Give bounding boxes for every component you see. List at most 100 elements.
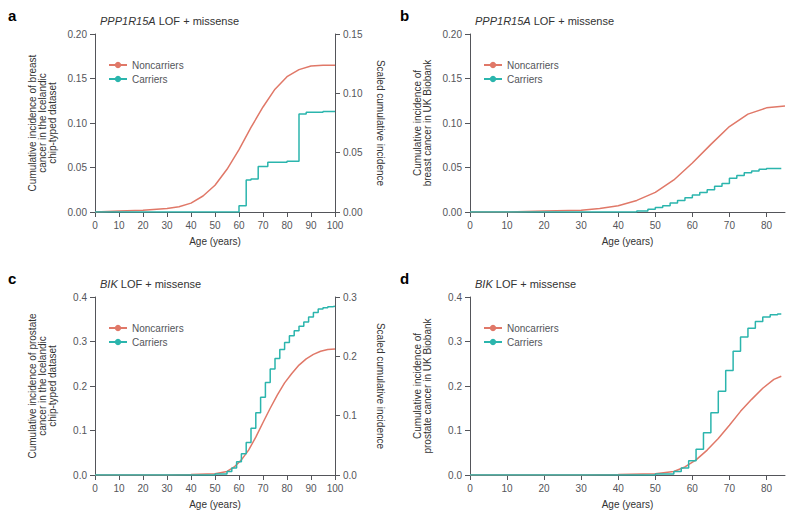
svg-text:0.2: 0.2: [448, 381, 462, 392]
svg-text:BIK: BIK: [100, 278, 118, 290]
svg-text:50: 50: [650, 220, 662, 231]
svg-text:0.00: 0.00: [443, 207, 463, 218]
svg-text:Noncarriers: Noncarriers: [132, 60, 184, 71]
svg-text:60: 60: [233, 220, 245, 231]
svg-text:0.15: 0.15: [68, 73, 88, 84]
svg-text:Scaled cumulative incidence: Scaled cumulative incidence: [375, 60, 386, 187]
svg-text:10: 10: [113, 483, 125, 494]
svg-text:20: 20: [539, 220, 551, 231]
svg-text:50: 50: [650, 483, 662, 494]
svg-text:0: 0: [92, 483, 98, 494]
svg-text:0.2: 0.2: [73, 381, 87, 392]
svg-text:0.1: 0.1: [343, 410, 357, 421]
svg-text:70: 70: [257, 220, 269, 231]
svg-text:0.10: 0.10: [443, 118, 463, 129]
svg-text:b: b: [400, 7, 409, 24]
svg-text:Carriers: Carriers: [132, 74, 168, 85]
svg-text:Scaled cumulative incidence: Scaled cumulative incidence: [375, 323, 386, 450]
svg-text:0.0: 0.0: [448, 470, 462, 481]
svg-text:prostate cancer in UK Biobank: prostate cancer in UK Biobank: [422, 317, 433, 453]
svg-text:60: 60: [687, 483, 699, 494]
svg-text:Age (years): Age (years): [189, 236, 241, 247]
svg-text:20: 20: [137, 220, 149, 231]
svg-text:0.0: 0.0: [343, 470, 357, 481]
svg-text:80: 80: [761, 220, 773, 231]
svg-text:30: 30: [161, 220, 173, 231]
svg-text:0.20: 0.20: [68, 29, 88, 40]
svg-text:80: 80: [761, 483, 773, 494]
svg-text:70: 70: [724, 220, 736, 231]
svg-text:Carriers: Carriers: [507, 337, 543, 348]
svg-text:Cumulative incidence of breast: Cumulative incidence of breast: [26, 54, 38, 192]
svg-text:0.05: 0.05: [443, 162, 463, 173]
svg-text:0.10: 0.10: [68, 118, 88, 129]
svg-text:Carriers: Carriers: [132, 337, 168, 348]
svg-text:0.1: 0.1: [73, 425, 87, 436]
svg-text:Age (years): Age (years): [602, 499, 654, 510]
svg-text:PPP1R15A: PPP1R15A: [475, 15, 531, 27]
svg-text:PPP1R15A: PPP1R15A: [100, 15, 156, 27]
svg-text:0.05: 0.05: [68, 162, 88, 173]
svg-text:50: 50: [209, 220, 221, 231]
svg-text:0.2: 0.2: [343, 351, 357, 362]
svg-text:0.0: 0.0: [73, 470, 87, 481]
svg-text:LOF + missense: LOF + missense: [156, 15, 239, 27]
svg-text:40: 40: [613, 483, 625, 494]
svg-text:50: 50: [209, 483, 221, 494]
svg-text:80: 80: [281, 220, 293, 231]
svg-text:chip-typed dataset: chip-typed dataset: [47, 345, 58, 427]
svg-text:0: 0: [92, 220, 98, 231]
svg-text:chip-typed dataset: chip-typed dataset: [47, 82, 58, 164]
svg-text:30: 30: [576, 483, 588, 494]
svg-text:30: 30: [161, 483, 173, 494]
svg-text:0.00: 0.00: [343, 207, 363, 218]
svg-text:100: 100: [327, 220, 344, 231]
svg-text:40: 40: [613, 220, 625, 231]
svg-text:a: a: [8, 7, 17, 24]
svg-text:30: 30: [576, 220, 588, 231]
svg-text:0.1: 0.1: [448, 425, 462, 436]
svg-text:100: 100: [327, 483, 344, 494]
svg-text:0.15: 0.15: [343, 29, 363, 40]
svg-text:0: 0: [467, 483, 473, 494]
svg-text:0.05: 0.05: [343, 147, 363, 158]
svg-text:0: 0: [467, 220, 473, 231]
svg-text:70: 70: [257, 483, 269, 494]
svg-text:60: 60: [687, 220, 699, 231]
svg-text:Noncarriers: Noncarriers: [507, 60, 559, 71]
svg-text:0.4: 0.4: [73, 292, 87, 303]
svg-text:70: 70: [724, 483, 736, 494]
svg-text:0.4: 0.4: [448, 292, 462, 303]
svg-text:90: 90: [305, 483, 317, 494]
svg-text:Carriers: Carriers: [507, 74, 543, 85]
svg-text:10: 10: [501, 483, 513, 494]
svg-text:40: 40: [185, 220, 197, 231]
svg-text:90: 90: [305, 220, 317, 231]
svg-text:breast cancer in UK Biobank: breast cancer in UK Biobank: [422, 59, 433, 187]
svg-text:0.20: 0.20: [443, 29, 463, 40]
svg-text:Age (years): Age (years): [189, 499, 241, 510]
svg-text:d: d: [400, 270, 409, 287]
svg-text:20: 20: [539, 483, 551, 494]
svg-text:0.3: 0.3: [73, 336, 87, 347]
svg-text:cancer in the Icelandic: cancer in the Icelandic: [36, 73, 48, 173]
svg-text:0.3: 0.3: [448, 336, 462, 347]
svg-text:LOF + missense: LOF + missense: [118, 278, 201, 290]
svg-text:10: 10: [501, 220, 513, 231]
svg-text:BIK: BIK: [475, 278, 493, 290]
svg-text:Noncarriers: Noncarriers: [132, 323, 184, 334]
svg-text:0.15: 0.15: [443, 73, 463, 84]
svg-text:LOF + missense: LOF + missense: [531, 15, 614, 27]
svg-text:10: 10: [113, 220, 125, 231]
svg-text:0.3: 0.3: [343, 292, 357, 303]
svg-text:40: 40: [185, 483, 197, 494]
svg-text:0.10: 0.10: [343, 88, 363, 99]
svg-text:c: c: [8, 270, 16, 287]
svg-text:Age (years): Age (years): [602, 236, 654, 247]
svg-text:Noncarriers: Noncarriers: [507, 323, 559, 334]
svg-text:20: 20: [137, 483, 149, 494]
svg-text:0.00: 0.00: [68, 207, 88, 218]
svg-text:60: 60: [233, 483, 245, 494]
svg-text:80: 80: [281, 483, 293, 494]
svg-text:LOF + missense: LOF + missense: [493, 278, 576, 290]
